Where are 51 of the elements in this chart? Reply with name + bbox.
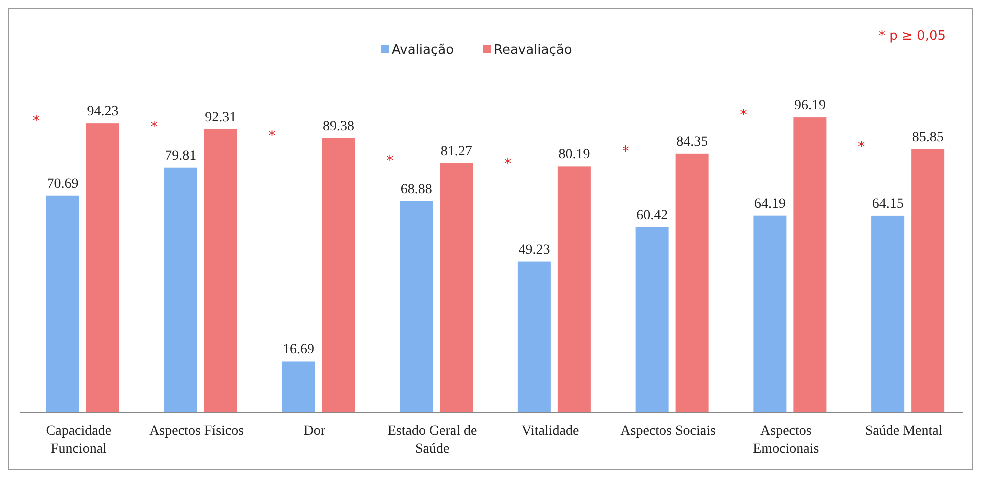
- x-tick-label: Estado Geral de Saúde: [388, 424, 478, 457]
- data-label: 80.19: [558, 148, 590, 163]
- bar: [912, 149, 945, 413]
- annotation: *: [32, 114, 40, 130]
- data-label: 96.19: [794, 98, 826, 114]
- x-tick-label: Saúde Mental: [865, 424, 943, 439]
- data-label: 92.31: [205, 110, 237, 126]
- bar: [872, 216, 905, 413]
- bar: [794, 118, 827, 413]
- annotation: *: [858, 139, 866, 156]
- x-tick-label: Dor: [304, 424, 326, 439]
- data-label: 60.42: [636, 208, 668, 224]
- annotation: *: [622, 144, 630, 160]
- bar: [46, 196, 80, 413]
- data-label: 81.27: [440, 144, 472, 160]
- x-tick-label: Capacidade Funcional: [46, 424, 112, 457]
- data-label: 70.69: [47, 176, 79, 192]
- annotation: *: [150, 119, 158, 136]
- bar: [754, 216, 787, 413]
- x-tick-label: Aspectos Físicos: [150, 424, 244, 439]
- legend-label: Reavaliação: [494, 43, 572, 58]
- annotation: *: [504, 156, 512, 173]
- x-tick-label: Aspectos Emocionais: [753, 424, 820, 457]
- data-label: 49.23: [518, 242, 550, 258]
- data-label: 89.38: [322, 119, 354, 134]
- data-label: 94.23: [87, 104, 119, 120]
- bar: [86, 124, 120, 413]
- bar: [518, 262, 551, 413]
- bar: [282, 362, 316, 413]
- annotation: *: [740, 108, 748, 124]
- data-label: 64.19: [754, 196, 786, 212]
- data-label: 79.81: [165, 148, 197, 164]
- bar: [322, 138, 356, 413]
- data-label: 85.85: [912, 130, 944, 146]
- bar: [558, 166, 591, 413]
- bar: [636, 227, 669, 413]
- annotation: *: [386, 153, 394, 170]
- bar: [164, 168, 198, 413]
- bar: [400, 201, 434, 413]
- data-label: 68.88: [400, 182, 432, 198]
- data-label: 16.69: [282, 342, 314, 358]
- x-tick-label: Vitalidade: [522, 424, 580, 439]
- bar: [440, 163, 474, 413]
- data-label: 64.15: [872, 196, 904, 212]
- legend-label: Avaliação: [392, 43, 454, 58]
- annotation: *: [268, 128, 276, 144]
- bar: [204, 129, 238, 413]
- data-label: 84.35: [676, 134, 708, 150]
- bar: [676, 154, 709, 413]
- text: * p ≥ 0,05: [879, 29, 946, 44]
- x-tick-label: Aspectos Sociais: [620, 424, 716, 439]
